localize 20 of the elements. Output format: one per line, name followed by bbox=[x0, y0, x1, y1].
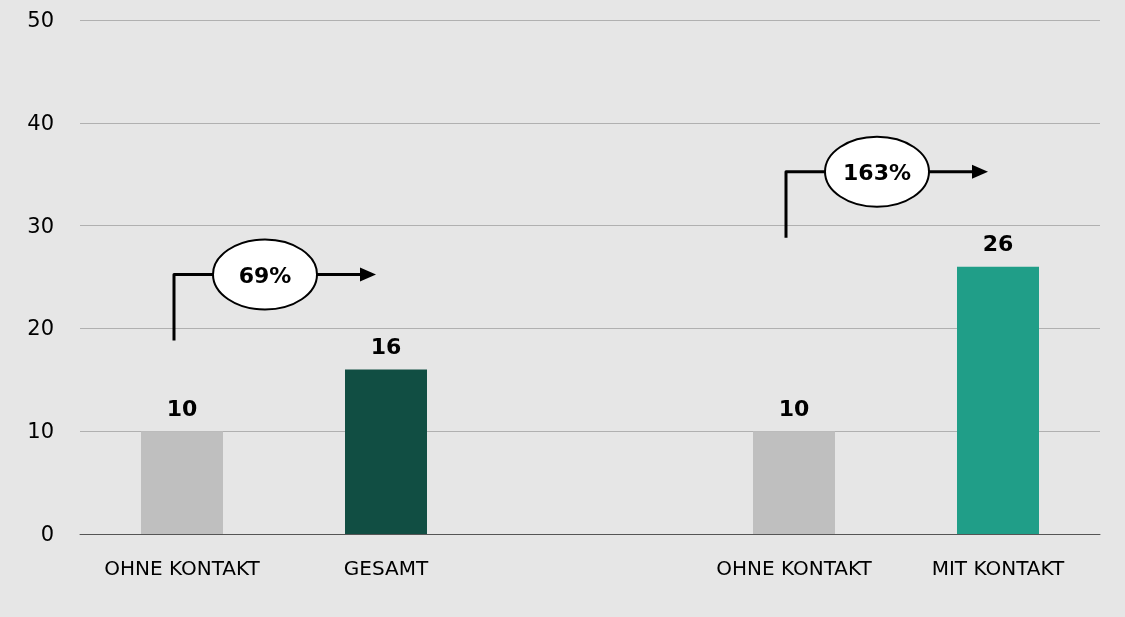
bar bbox=[141, 431, 223, 534]
data-label: 10 bbox=[166, 395, 198, 421]
y-tick-label: 10 bbox=[27, 419, 54, 444]
bar bbox=[753, 431, 835, 534]
bar bbox=[345, 369, 427, 534]
y-tick-label: 30 bbox=[27, 213, 54, 238]
x-tick-label: GESAMT bbox=[343, 556, 429, 580]
x-tick-label: OHNE KONTAKT bbox=[716, 556, 873, 580]
annotation: 69% bbox=[238, 262, 292, 288]
y-tick-label: 50 bbox=[27, 8, 54, 32]
bar bbox=[957, 266, 1039, 534]
x-tick-label: MIT KONTAKT bbox=[931, 556, 1066, 580]
data-label: 16 bbox=[370, 334, 402, 360]
y-tick-label: 0 bbox=[40, 522, 54, 546]
x-tick-label: OHNE KONTAKT bbox=[104, 556, 261, 580]
data-label: 10 bbox=[778, 395, 810, 421]
annotation: 163% bbox=[843, 159, 911, 185]
y-tick-label: 40 bbox=[27, 110, 54, 135]
y-tick-label: 20 bbox=[27, 316, 54, 341]
data-label: 26 bbox=[982, 231, 1014, 257]
